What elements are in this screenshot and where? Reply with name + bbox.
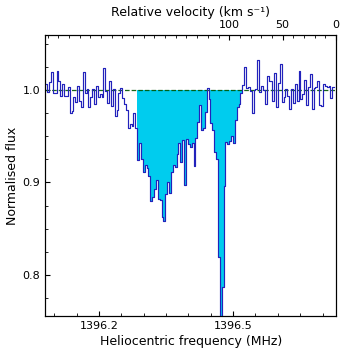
X-axis label: Heliocentric frequency (MHz): Heliocentric frequency (MHz) [99, 336, 282, 348]
Y-axis label: Normalised flux: Normalised flux [6, 126, 19, 225]
X-axis label: Relative velocity (km s⁻¹): Relative velocity (km s⁻¹) [111, 6, 270, 18]
